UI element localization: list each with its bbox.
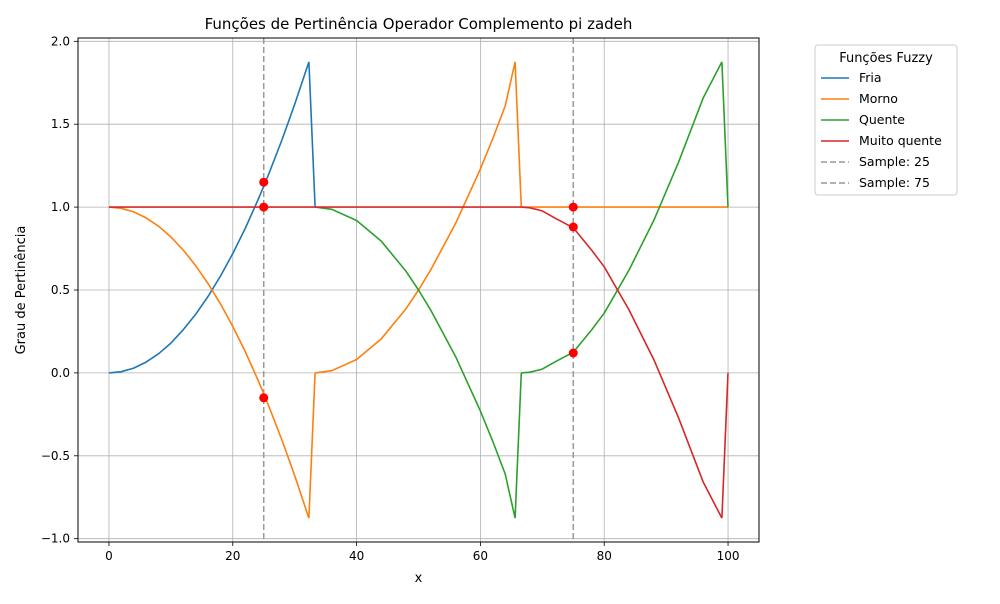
series-morno xyxy=(108,61,728,519)
sample-point xyxy=(259,177,269,187)
series-fria xyxy=(108,61,316,374)
legend-label: Quente xyxy=(859,112,905,127)
series-quente xyxy=(314,61,729,519)
x-tick-label: 0 xyxy=(105,549,113,563)
series-segment xyxy=(308,61,316,208)
series-segment xyxy=(721,372,729,519)
series-layer xyxy=(108,61,729,519)
series-segment xyxy=(514,61,523,208)
series-segment xyxy=(108,61,310,374)
chart-title: Funções de Pertinência Operador Compleme… xyxy=(205,15,633,33)
series-segment xyxy=(108,206,310,519)
y-tick-label: 0.5 xyxy=(51,283,70,297)
series-segment xyxy=(314,61,516,374)
sample-point xyxy=(259,393,269,403)
legend-label: Sample: 75 xyxy=(859,175,930,190)
series-segment xyxy=(314,206,516,519)
y-tick-label: −1.0 xyxy=(41,532,70,546)
x-tick-label: 80 xyxy=(597,549,612,563)
sample-points-layer xyxy=(259,177,578,403)
legend-title: Funções Fuzzy xyxy=(839,51,933,66)
y-axis-label: Grau de Pertinência xyxy=(14,226,29,355)
y-tick-label: 1.0 xyxy=(51,200,70,214)
x-tick-label: 40 xyxy=(349,549,364,563)
x-axis-label: x xyxy=(415,571,423,586)
legend-label: Fria xyxy=(859,70,882,85)
y-tick-label: 1.5 xyxy=(51,117,70,131)
legend-label: Muito quente xyxy=(859,133,942,148)
sample-point xyxy=(568,222,578,232)
sample-point xyxy=(568,348,578,358)
series-segment xyxy=(308,372,316,519)
series-segment xyxy=(721,61,729,208)
x-tick-label: 60 xyxy=(473,549,488,563)
series-segment xyxy=(521,206,723,519)
series-segment xyxy=(521,61,723,374)
legend-label: Sample: 25 xyxy=(859,154,930,169)
sample-lines-layer xyxy=(262,38,575,542)
legend-box xyxy=(814,44,958,196)
legend-label: Morno xyxy=(859,91,898,106)
sample-point xyxy=(259,202,269,212)
x-tick-label: 100 xyxy=(717,549,740,563)
series-muito-quente xyxy=(109,206,729,519)
ticks-layer: 0 20 40 60 80 100 −1.0 −0.5 0.0 0.5 1.0 1.5 2.0 xyxy=(41,34,740,563)
series-segment xyxy=(514,372,523,519)
y-tick-label: −0.5 xyxy=(41,449,70,463)
legend-entries: Fria Morno Quente Muito quente Sample: 25 Sam… xyxy=(821,70,942,190)
y-tick-label: 0.0 xyxy=(51,366,70,380)
x-tick-label: 20 xyxy=(225,549,240,563)
sample-point xyxy=(568,202,578,212)
legend: Funções Fuzzy Fria Morno Quente Muito quent… xyxy=(814,44,958,196)
y-tick-label: 2.0 xyxy=(51,34,70,48)
